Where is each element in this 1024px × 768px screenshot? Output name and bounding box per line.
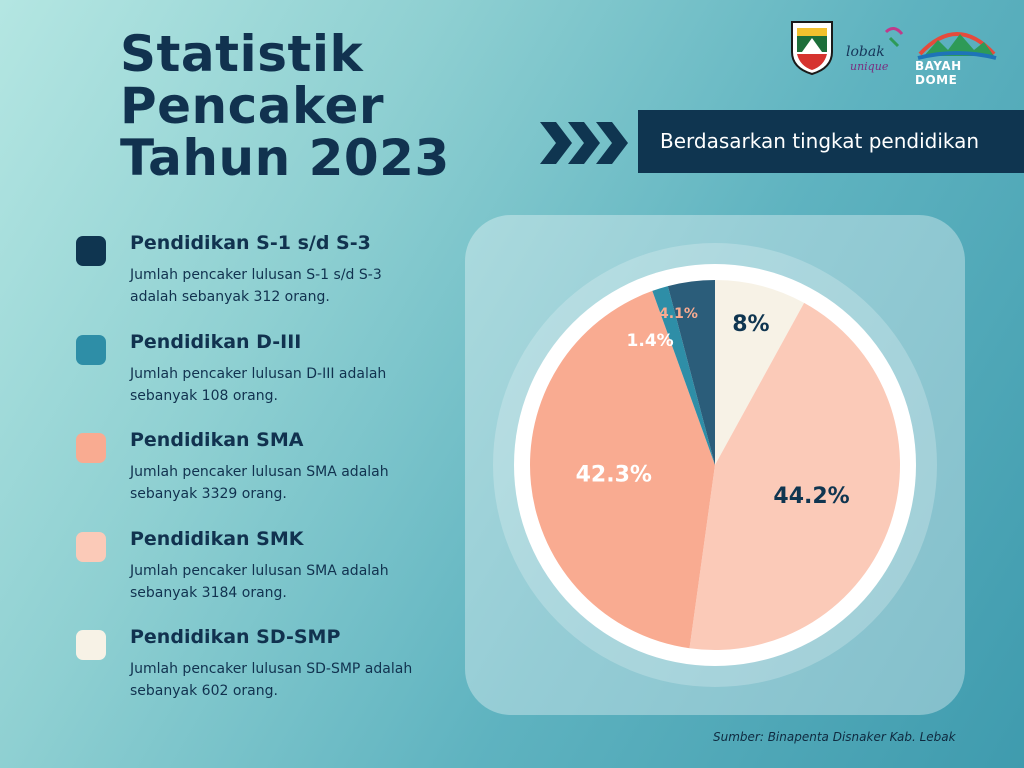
legend-heading: Pendidikan SMA	[130, 429, 304, 451]
pie-slices	[529, 280, 900, 650]
page-title: Statistik Pencaker Tahun 2023	[120, 25, 450, 187]
pie-data-label: 1.4%	[627, 331, 674, 351]
legend-heading: Pendidikan SMK	[130, 528, 304, 550]
bayah-dome-logo-text: BAYAH DOME	[915, 59, 962, 87]
lebak-logo-text: lobak	[846, 44, 885, 60]
pie-data-label: 44.2%	[773, 484, 849, 509]
pie-data-label: 42.3%	[576, 463, 652, 488]
legend-heading: Pendidikan SD-SMP	[130, 626, 341, 648]
pie-data-label: 8%	[732, 312, 769, 337]
bayah-dome-logo-icon	[917, 32, 997, 60]
pie-data-label: 4.1%	[659, 306, 698, 322]
legend-description: Jumlah pencaker lulusan SMA adalah seban…	[130, 563, 389, 601]
legend-swatch	[76, 433, 106, 463]
legend-heading: Pendidikan D-III	[130, 331, 302, 353]
logo-group: lobak unique BAYAH DOME	[788, 14, 1004, 87]
legend-heading: Pendidikan S-1 s/d S-3	[130, 232, 371, 254]
pie-slice-pendidikan-smk	[689, 302, 900, 650]
lebak-logo-subtext: unique	[850, 60, 889, 73]
subtitle-banner: Berdasarkan tingkat pendidikan	[638, 110, 1024, 173]
source-note: Sumber: Binapenta Disnaker Kab. Lebak	[713, 730, 956, 744]
legend-swatch	[76, 335, 106, 365]
lebak-regency-emblem-icon	[791, 21, 833, 76]
pie-slice-pendidikan-sd-smp	[715, 280, 805, 465]
pie-slice-pendidikan-d-iii	[652, 286, 715, 465]
chevron-arrows-icon	[540, 122, 628, 164]
pie-slice-pendidikan-s-1-s-d-s-3	[667, 280, 715, 465]
legend-description: Jumlah pencaker lulusan S-1 s/d S-3 adal…	[130, 267, 382, 305]
pie-slice-pendidikan-sma	[529, 290, 715, 649]
lebak-unique-logo-icon	[884, 27, 904, 48]
legend-description: Jumlah pencaker lulusan SMA adalah seban…	[130, 464, 389, 502]
pie-labels: 8% 44.2% 42.3% 1.4% 4.1%	[576, 306, 850, 509]
legend-description: Jumlah pencaker lulusan D-III adalah seb…	[130, 366, 387, 404]
legend-swatch	[76, 236, 106, 266]
legend-swatch	[76, 532, 106, 562]
pie-chart: 8% 44.2% 42.3% 1.4% 4.1%	[493, 243, 937, 687]
legend-description: Jumlah pencaker lulusan SD-SMP adalah se…	[130, 661, 413, 699]
legend-swatch	[76, 630, 106, 660]
